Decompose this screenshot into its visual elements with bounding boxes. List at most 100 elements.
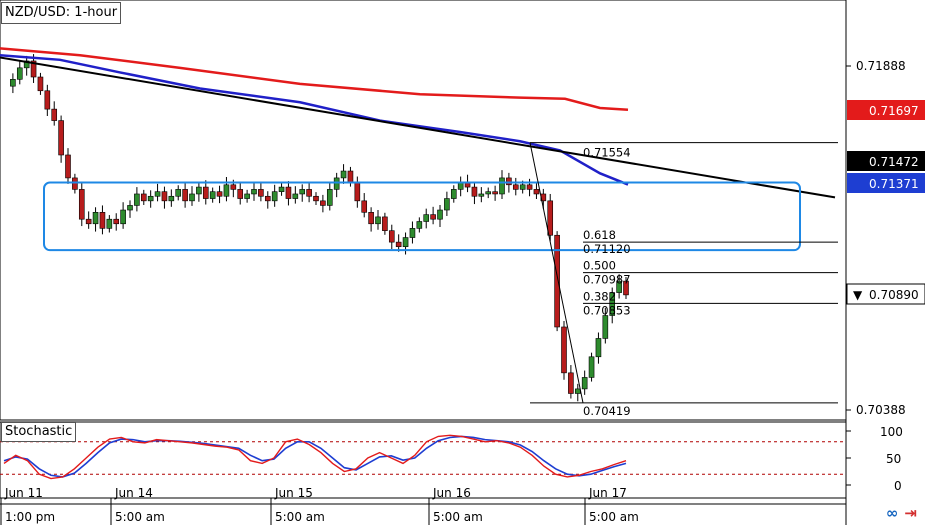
candle-body — [375, 216, 381, 225]
fib-level-ratio: 0.618 — [583, 228, 616, 242]
candle-body — [37, 76, 44, 92]
candle-body — [519, 184, 526, 190]
candle-body — [299, 189, 306, 195]
candle-body — [478, 193, 485, 197]
candle-body — [16, 67, 23, 80]
fib-level-price: 0.70853 — [583, 303, 631, 317]
candle-body — [430, 214, 436, 220]
candle-body — [485, 191, 492, 195]
candle-body — [189, 193, 195, 202]
trendline — [0, 56, 836, 199]
candle-body — [313, 195, 319, 202]
candle-body — [99, 212, 106, 229]
ma-slow-line — [0, 47, 629, 112]
candle-body — [147, 195, 154, 202]
candle-body — [492, 191, 498, 195]
candle-body — [72, 177, 78, 190]
candle-body — [416, 221, 423, 229]
svg-text:▼: ▼ — [853, 288, 863, 302]
candle-body — [244, 193, 250, 199]
candle-body — [154, 191, 161, 197]
candle-body — [230, 184, 237, 190]
candle-body — [320, 200, 326, 206]
candle-body — [251, 189, 257, 195]
candle-body — [354, 182, 361, 202]
time-label: 5:00 am — [433, 510, 483, 524]
candle-body — [113, 218, 120, 225]
price-label-ma-slow: 0.71697 — [847, 100, 925, 120]
fib-level-ratio: 0.382 — [583, 289, 616, 303]
candle-body — [437, 209, 443, 220]
time-label: 5:00 am — [115, 510, 165, 524]
candle-body — [258, 189, 264, 197]
candle-body — [175, 189, 182, 197]
y-tick-0: 0.71888 — [856, 59, 906, 73]
candle-body — [168, 195, 175, 202]
price-axis: 0.71888 0.70388 — [846, 59, 906, 417]
date-label: Jun 17 — [588, 486, 627, 500]
candle-body — [333, 177, 340, 190]
time-label: 5:00 am — [589, 510, 639, 524]
candle-body — [127, 205, 133, 211]
candle-body — [402, 237, 409, 248]
candle-body — [78, 189, 85, 220]
candle-body — [471, 186, 478, 197]
price-label-current: ▼ 0.70890 — [846, 283, 925, 305]
arrow-icon[interactable]: ⇥ — [904, 504, 917, 522]
candle-body — [499, 177, 505, 195]
candle-body — [65, 154, 71, 179]
candle-body — [23, 60, 30, 69]
candle-body — [623, 280, 629, 296]
candle-body — [264, 195, 271, 202]
candle-body — [388, 230, 395, 243]
candle-body — [10, 79, 16, 87]
candle-body — [202, 186, 209, 199]
candle-body — [223, 184, 230, 197]
stochastic-d-line — [3, 435, 627, 478]
svg-text:0.71371: 0.71371 — [869, 177, 919, 191]
candle-body — [588, 356, 595, 378]
candle-body — [506, 177, 512, 186]
candle-body — [526, 184, 533, 190]
price-label-ma-fast: 0.71371 — [847, 173, 925, 193]
y-tick-1: 0.70388 — [856, 403, 906, 417]
time-label: 1:00 pm — [5, 510, 55, 524]
svg-text:0.71472: 0.71472 — [869, 155, 919, 169]
fib-low-label: 0.70419 — [583, 404, 631, 418]
candle-body — [595, 338, 602, 358]
date-label: Jun 14 — [114, 486, 153, 500]
candle-body — [547, 200, 554, 236]
link-icon[interactable]: ∞ — [885, 504, 899, 522]
stochastic-lines — [0, 434, 846, 480]
fib-level-ratio: 0.500 — [583, 259, 616, 273]
candle-body — [568, 372, 574, 394]
date-label: Jun 15 — [274, 486, 313, 500]
candle-body — [326, 189, 333, 206]
candle-body — [278, 186, 285, 192]
candle-body — [182, 189, 188, 202]
fib-level-price: 0.70987 — [583, 273, 631, 287]
stochastic-title: Stochastic — [1, 422, 77, 442]
candle-body — [423, 214, 430, 222]
candle-body — [581, 377, 588, 390]
candle-body — [292, 193, 299, 199]
candle-body — [30, 60, 37, 78]
candle-body — [140, 193, 147, 202]
candle-body — [58, 120, 64, 156]
candle-body — [533, 189, 540, 195]
fib-swing-line — [529, 142, 584, 403]
svg-text:100: 100 — [880, 425, 903, 439]
corner-icons: ∞ ⇥ — [886, 504, 917, 522]
candle-body — [457, 182, 464, 190]
candle-body — [285, 186, 292, 199]
svg-text:0.70890: 0.70890 — [869, 288, 919, 302]
candle-body — [237, 189, 244, 199]
candle-body — [382, 216, 388, 231]
svg-text:0: 0 — [894, 479, 902, 493]
candle-body — [120, 209, 126, 225]
candles — [10, 54, 629, 402]
candle-body — [271, 191, 278, 202]
overlay-lines — [0, 47, 836, 252]
